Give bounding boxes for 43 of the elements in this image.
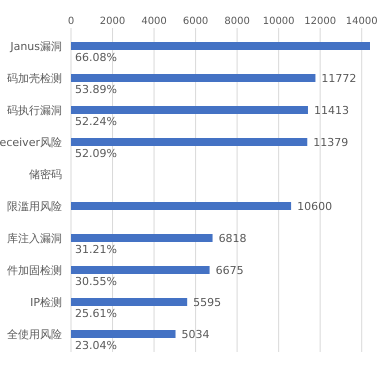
annotation: 23.04% <box>75 339 117 352</box>
data-label: 11413 <box>314 104 349 117</box>
bar <box>71 266 210 274</box>
annotation: 31.21% <box>75 243 117 256</box>
annotation: 53.89% <box>75 83 117 96</box>
x-tick-label: 0 <box>68 16 74 27</box>
y-tick-label: IP检测 <box>30 296 62 309</box>
annotation: 66.08% <box>75 51 117 64</box>
annotation: 25.61% <box>75 307 117 320</box>
y-tick-label: 码执行漏洞 <box>7 104 62 117</box>
x-tick-label: 2000 <box>100 16 126 27</box>
x-tick-label: 4000 <box>141 16 167 27</box>
y-tick-label: 码加壳检测 <box>7 72 62 85</box>
bar <box>71 74 316 82</box>
y-tick-label: 全使用风险 <box>7 328 62 341</box>
annotation: 52.24% <box>75 115 117 128</box>
bar <box>71 138 308 146</box>
bar <box>71 234 213 242</box>
y-tick-label: Janus漏洞 <box>9 40 62 53</box>
x-tick-label: 8000 <box>224 16 250 27</box>
bar <box>71 202 292 210</box>
y-tick-label: 储密码 <box>29 168 62 181</box>
x-tick-label: 14000 <box>346 16 378 27</box>
bar <box>71 330 176 338</box>
data-label: 5034 <box>182 328 210 341</box>
data-label: 11379 <box>313 136 348 149</box>
data-label: 11772 <box>321 72 356 85</box>
annotation: 52.09% <box>75 147 117 160</box>
bar <box>71 42 370 50</box>
x-tick-label: 6000 <box>182 16 208 27</box>
bar <box>71 106 308 114</box>
y-tick-label: 件加固检测 <box>7 264 62 277</box>
y-tick-label: 限滥用风险 <box>7 200 62 213</box>
y-tick-label: eceiver风险 <box>0 136 62 149</box>
data-label: 6675 <box>216 264 244 277</box>
data-label: 6818 <box>218 232 247 245</box>
x-tick-label: 12000 <box>304 16 336 27</box>
y-tick-label: 库注入漏洞 <box>7 232 62 245</box>
data-label: 5595 <box>193 296 222 309</box>
x-tick-label: 10000 <box>262 16 295 27</box>
annotation: 30.55% <box>75 275 117 288</box>
bar <box>71 298 188 306</box>
data-label: 10600 <box>297 200 332 213</box>
